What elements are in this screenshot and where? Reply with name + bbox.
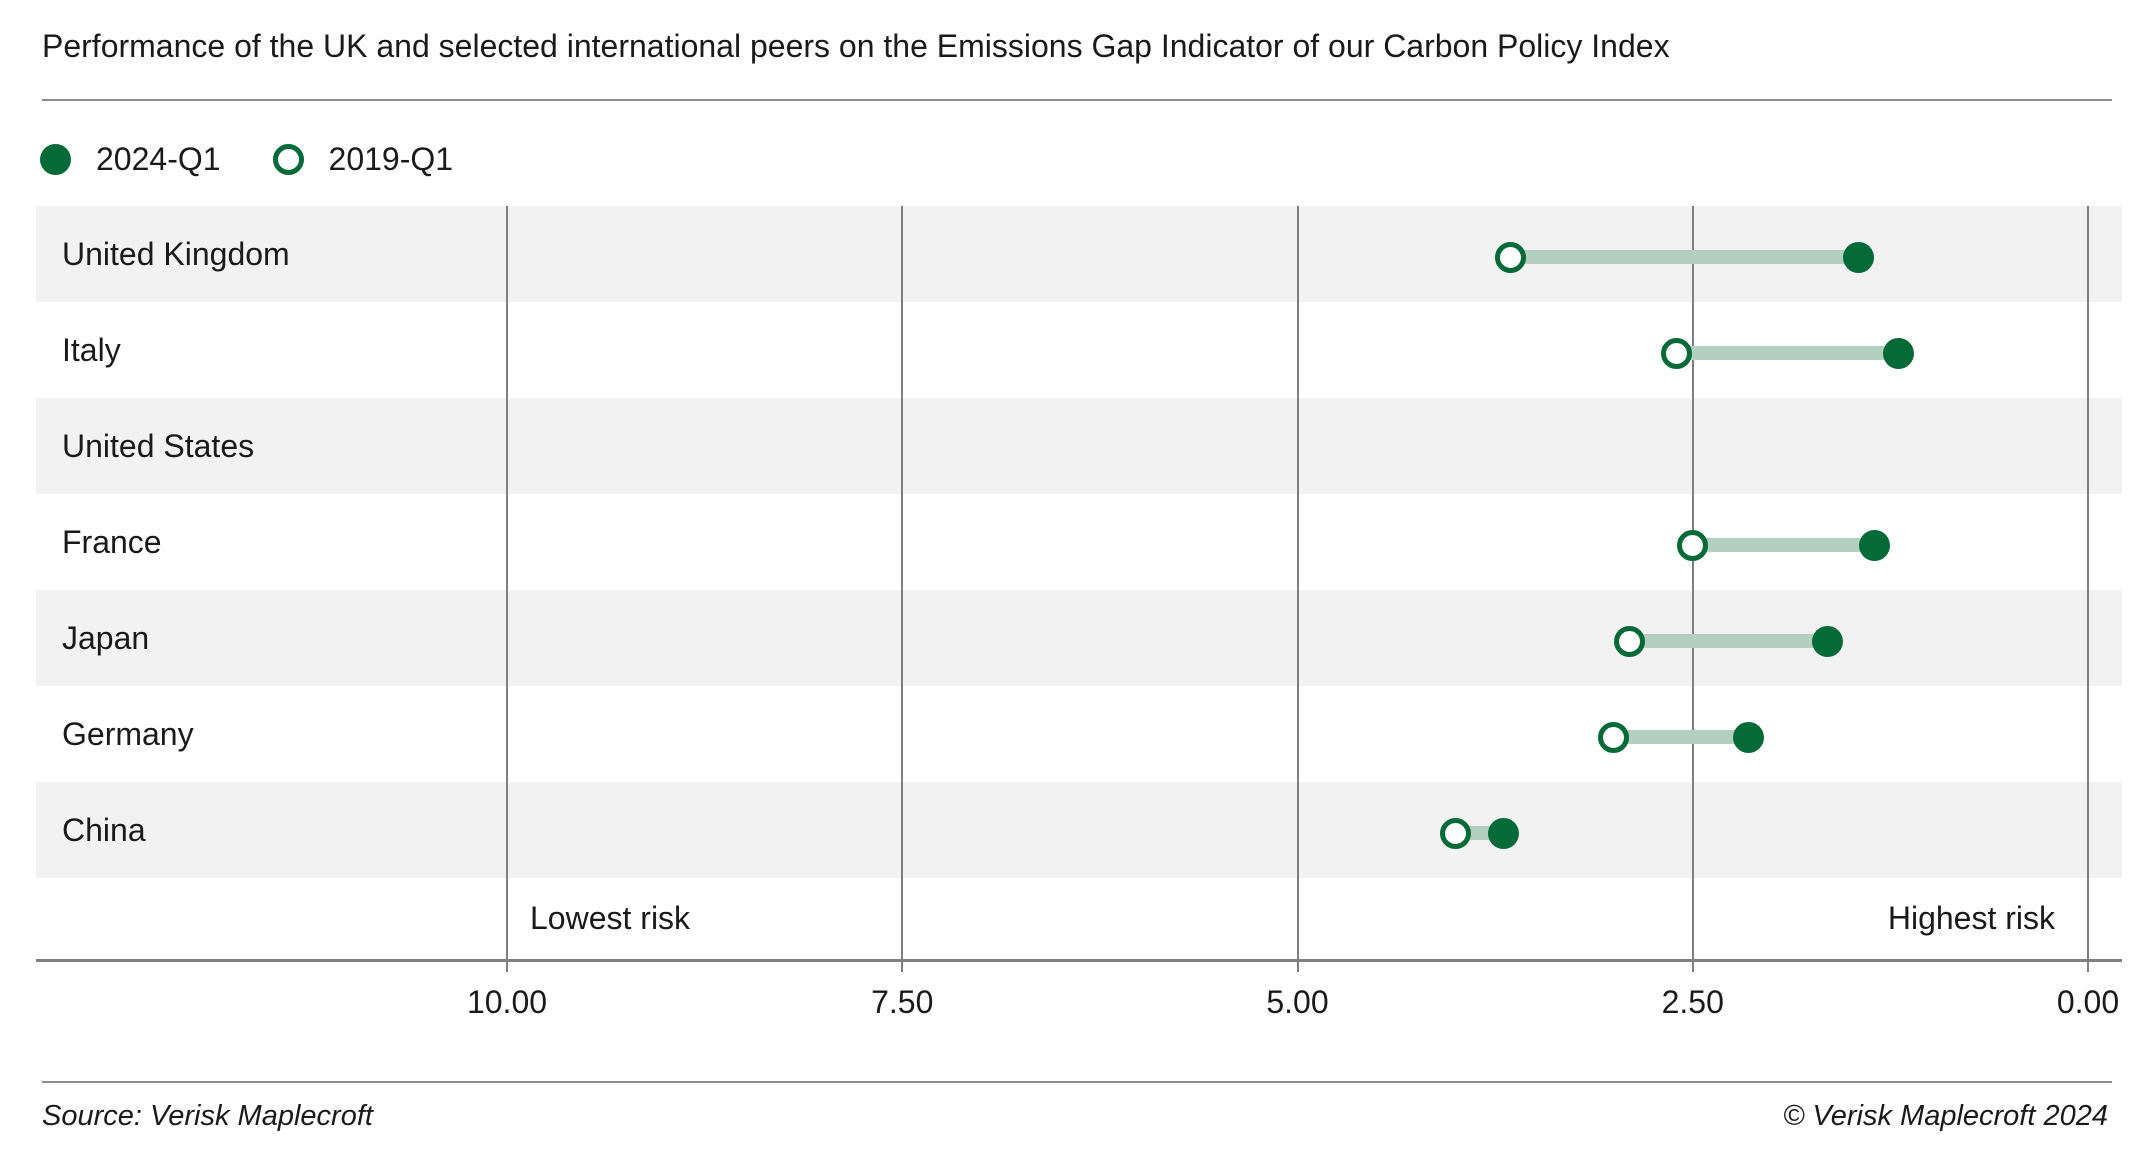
gridline	[2087, 206, 2089, 972]
row-band-white	[36, 686, 2122, 782]
marker-2019-q1	[1440, 817, 1472, 849]
axis-label-highest-risk: Highest risk	[1887, 900, 2055, 936]
row-band-gray	[36, 398, 2122, 494]
legend-filled-circle-icon	[40, 144, 71, 175]
dumbbell-connector	[1629, 634, 1828, 648]
marker-2019-q1	[1661, 337, 1693, 369]
country-label: United Kingdom	[62, 236, 290, 272]
title-divider	[42, 99, 2112, 101]
marker-2019-q1	[1677, 529, 1709, 561]
marker-2024-q1	[1811, 625, 1843, 657]
gridline	[506, 206, 508, 972]
dumbbell-connector	[1692, 538, 1875, 552]
axis-label-lowest-risk: Lowest risk	[530, 900, 691, 936]
legend-item-2019-q1: 2019-Q1	[272, 141, 454, 178]
gridline	[901, 206, 904, 972]
source-text: Source: Verisk Maplecroft	[42, 1100, 373, 1132]
country-label: Italy	[62, 332, 121, 368]
dumbbell-connector	[1676, 346, 1899, 360]
marker-2019-q1	[1614, 625, 1645, 657]
gridline	[1296, 206, 1299, 972]
country-label: China	[62, 812, 146, 848]
dumbbell-connector	[1510, 250, 1859, 264]
gridline	[1691, 206, 1694, 972]
x-tick-label: 2.50	[1661, 984, 1724, 1020]
row-band-gray	[36, 782, 2122, 878]
country-label: France	[62, 524, 162, 560]
x-tick-label: 10.00	[466, 984, 548, 1020]
marker-2019-q1	[1495, 241, 1527, 273]
marker-2019-q1	[1598, 721, 1630, 753]
copyright-text: © Verisk Maplecroft 2024	[1783, 1100, 2108, 1132]
legend-item-2024-q1: 2024-Q1	[40, 141, 221, 178]
legend-open-circle-icon	[272, 144, 304, 175]
marker-2024-q1	[1859, 529, 1891, 561]
country-label: Germany	[62, 716, 194, 752]
country-label: United States	[62, 428, 255, 464]
dumbbell-connector	[1613, 730, 1749, 744]
country-label: Japan	[62, 620, 150, 656]
x-tick-label: 7.50	[871, 984, 934, 1020]
legend-label-2019-q1: 2019-Q1	[328, 141, 454, 177]
x-tick-label: 0.00	[2056, 984, 2120, 1020]
x-axis-line	[36, 959, 2122, 962]
x-tick-label: 5.00	[1266, 984, 1329, 1020]
marker-2024-q1	[1843, 241, 1875, 273]
chart-title: Performance of the UK and selected inter…	[42, 28, 1670, 64]
marker-2024-q1	[1732, 721, 1764, 753]
footer-divider	[42, 1081, 2112, 1083]
legend: 2024-Q1 2019-Q1	[40, 141, 453, 178]
marker-2024-q1	[1882, 337, 1914, 369]
marker-2024-q1	[1487, 817, 1519, 849]
legend-label-2024-q1: 2024-Q1	[96, 141, 221, 177]
